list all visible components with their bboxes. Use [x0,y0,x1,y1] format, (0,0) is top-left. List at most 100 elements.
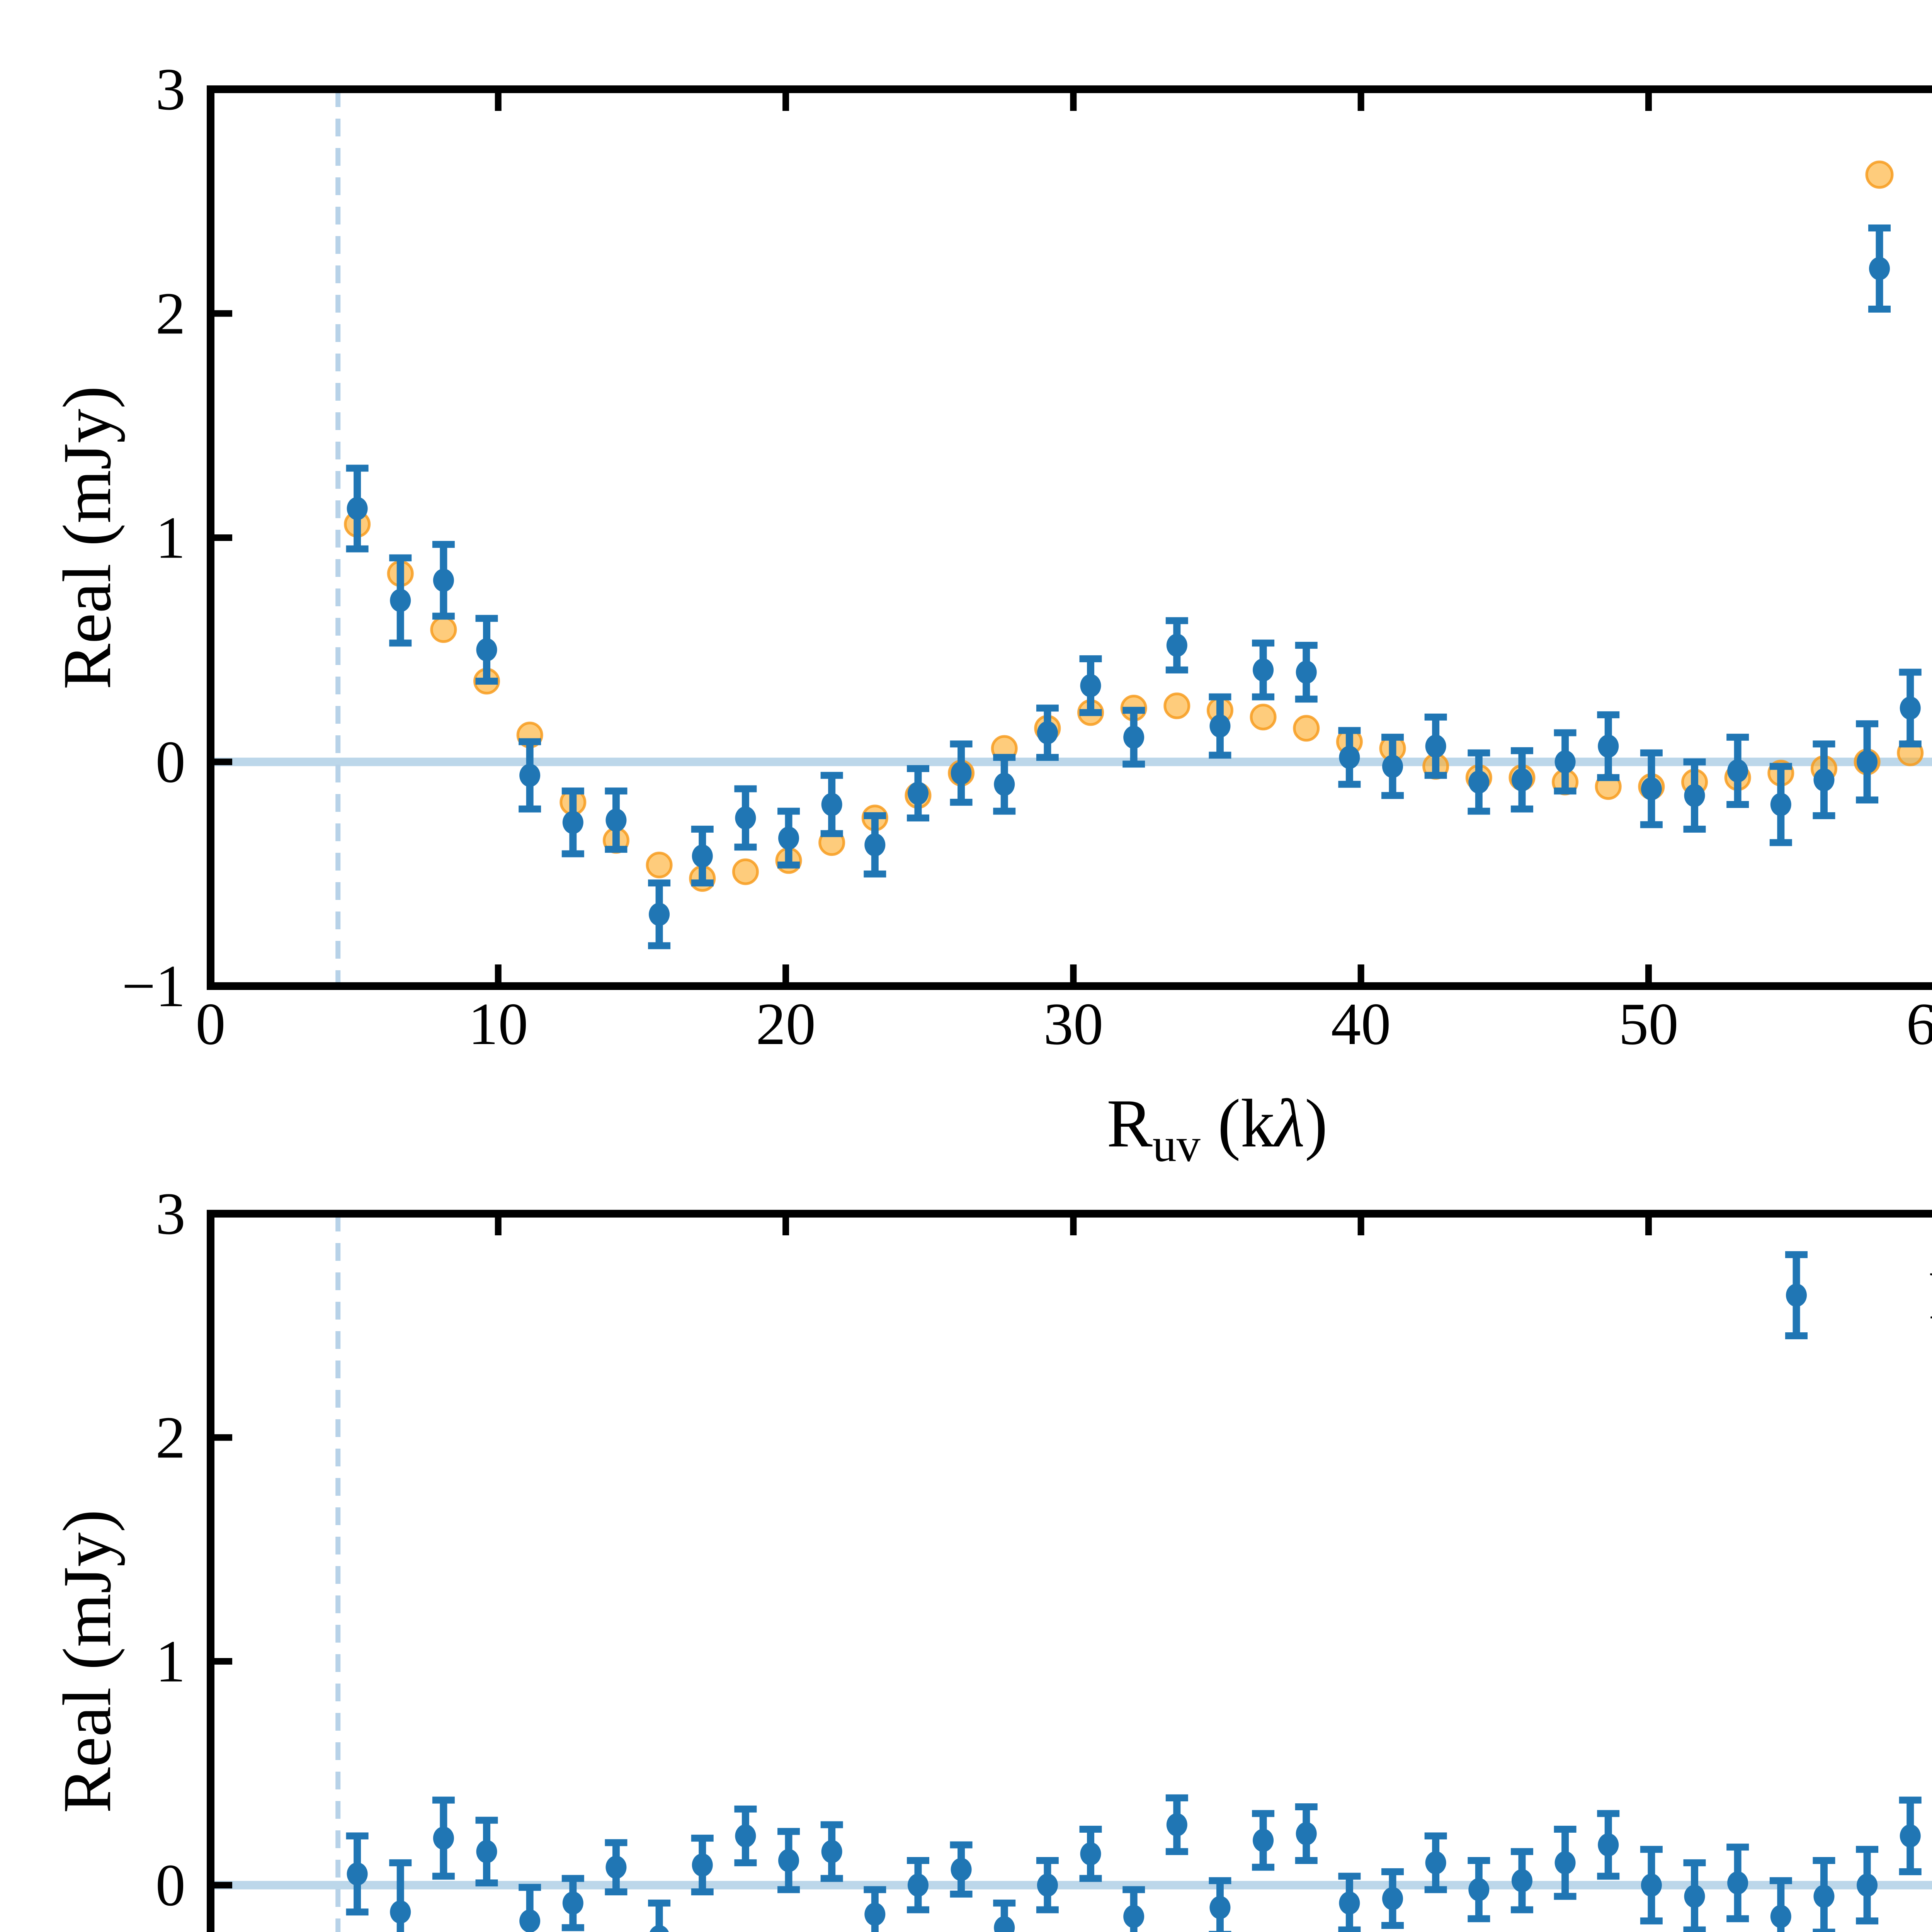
legend: Residuals [1785,1251,1932,1339]
data-point [562,811,583,834]
legend-residuals-marker [1786,1284,1807,1307]
legend-model-marker [1865,160,1894,189]
y-tick-label: −1 [122,953,185,1019]
y-axis-label: Real (mJy) [49,1510,125,1813]
data-point [778,1849,799,1872]
series-layer [344,464,1924,949]
data-point [1770,1905,1791,1928]
data-point [1080,1842,1101,1866]
model-point [1293,715,1320,742]
data-point [1813,768,1835,792]
data-point [735,806,756,830]
data-point [519,1909,541,1932]
data-point [562,1891,583,1915]
data-point [433,568,454,592]
data-point [1641,777,1662,801]
data-point [1468,770,1490,794]
data-point [1123,1905,1145,1928]
data-point [1684,1884,1705,1908]
data-point [692,844,713,868]
data-point [907,781,929,805]
data-point [605,808,627,832]
x-tick-label: 60 [1906,991,1932,1057]
x-tick-label: 20 [756,991,816,1057]
data-point [476,1840,497,1863]
series-residuals [346,1794,1922,1932]
data-point [1857,1873,1878,1897]
y-tick-label: 1 [156,1628,186,1695]
series-model [344,511,1924,892]
data-point [692,1853,713,1877]
data-point [821,1840,842,1863]
data-point [907,1873,929,1897]
data-point [1554,1851,1576,1874]
x-tick-label: 10 [468,991,528,1057]
data-point [994,1916,1015,1932]
data-point [1339,746,1360,769]
data-point [1382,755,1403,778]
data-point [1382,1887,1403,1910]
data-point [1123,725,1145,749]
legend: ModelData [1865,160,1894,313]
axes-spines [207,1210,1932,1932]
data-point [951,1858,972,1881]
data-point [347,1862,368,1886]
data-point [390,1900,411,1924]
data-point [1166,634,1187,657]
x-tick-label: 50 [1619,991,1679,1057]
data-point [1857,750,1878,774]
data-point [1727,1871,1748,1895]
y-axis-label: Real (mJy) [49,386,125,690]
data-point [1296,1822,1317,1845]
data-point [1511,768,1532,792]
data-point [1554,750,1576,774]
data-point [1684,784,1705,807]
data-point [1727,759,1748,782]
legend-data-marker [1869,257,1890,280]
data-point [1900,696,1921,720]
data-point [1253,1828,1274,1852]
data-point [821,793,842,816]
data-point [1468,1878,1490,1901]
model-point [1163,692,1190,719]
data-point [778,827,799,850]
data-point [347,497,368,520]
y-tick-label: 1 [156,505,186,571]
data-point [649,903,670,926]
data-point [1598,1833,1619,1857]
data-point [994,772,1015,796]
legend-label-residuals: Residuals [1928,1257,1932,1333]
data-point [1037,721,1058,745]
data-point [519,764,541,787]
data-point [1339,1891,1360,1915]
y-tick-label: 2 [156,280,186,347]
data-point [864,1903,886,1926]
data-point [1425,735,1446,758]
data-point [1166,1813,1187,1837]
data-point [1209,1896,1231,1919]
series-layer [346,1794,1922,1932]
data-point [605,1855,627,1879]
x-tick-label: 40 [1331,991,1391,1057]
data-point [1813,1884,1835,1908]
data-point [1900,1824,1921,1848]
model-point [430,616,457,643]
y-tick-label: 3 [156,56,186,122]
data-point [864,833,886,857]
data-point [1425,1851,1446,1874]
model-point [1250,704,1277,731]
y-tick-label: 3 [156,1180,186,1247]
model-point [732,858,759,885]
data-point [1598,735,1619,758]
model-point [646,852,673,879]
y-tick-label: 2 [156,1404,186,1471]
data-point [476,638,497,662]
data-point [650,1925,669,1932]
x-axis-label: Ruv (kλ) [1107,1085,1328,1172]
data-point [1253,658,1274,682]
series-data [346,464,1922,949]
